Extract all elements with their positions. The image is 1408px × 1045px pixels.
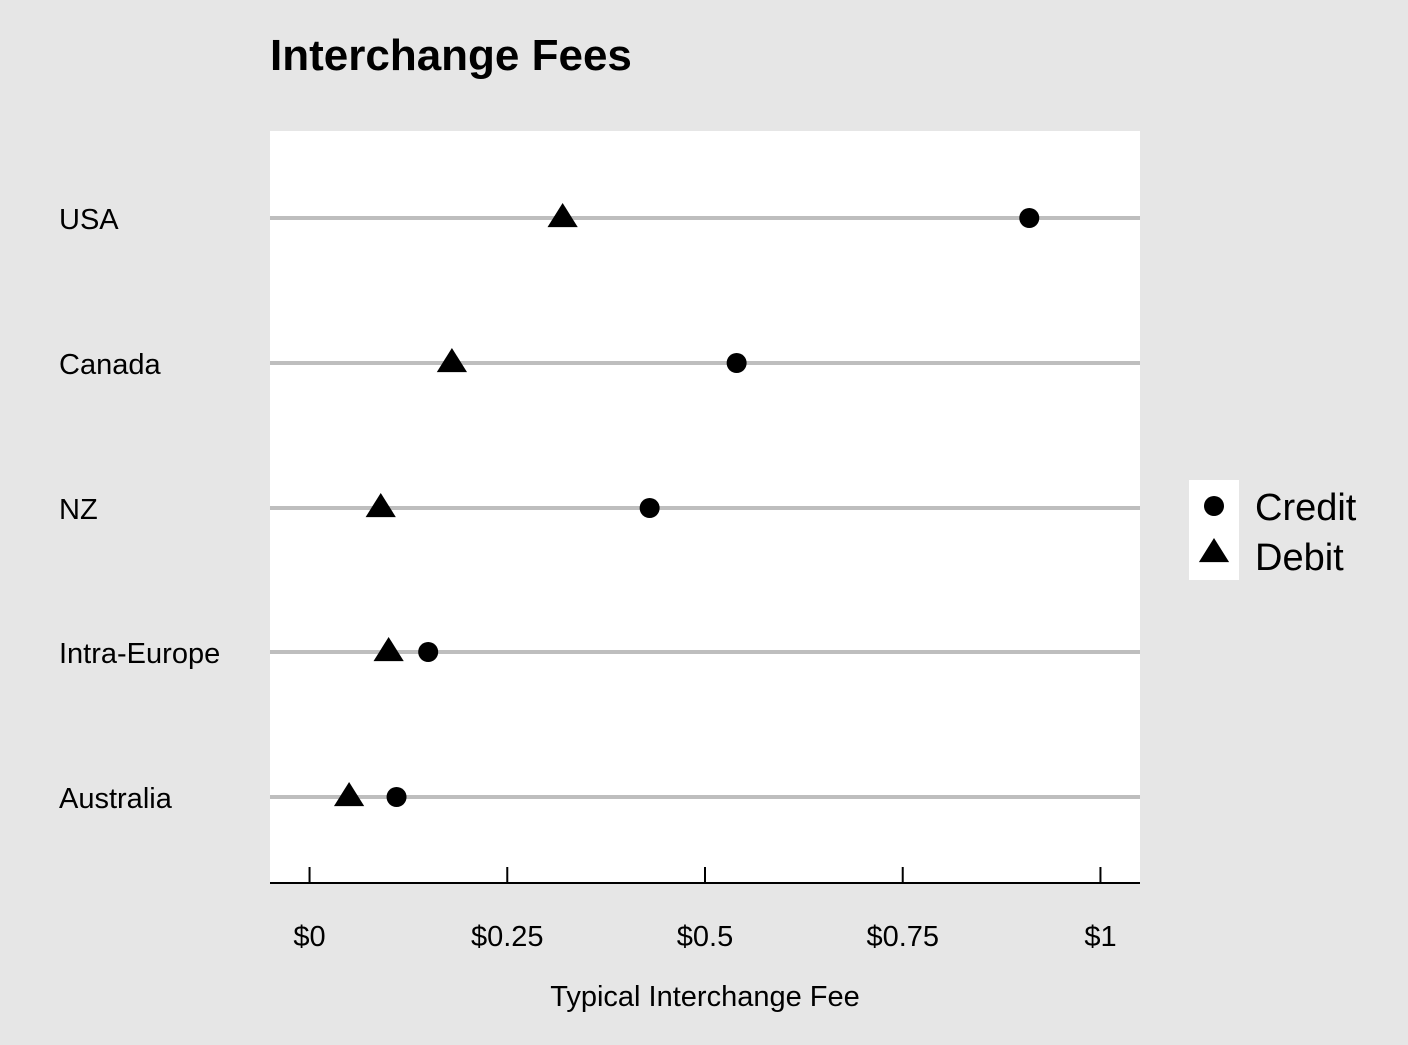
chart-title: Interchange Fees: [270, 31, 632, 80]
x-tick-label: $0: [293, 921, 325, 953]
credit-point: [639, 498, 660, 518]
x-tick-label: $0.5: [677, 921, 733, 953]
x-tick-label: $0.25: [471, 921, 544, 953]
credit-point: [418, 642, 439, 662]
debit-point: [373, 637, 404, 662]
y-axis-labels: USA Canada NZ Intra-Europe Australia: [59, 204, 220, 815]
debit-point: [547, 203, 578, 228]
x-axis-title: Typical Interchange Fee: [550, 981, 860, 1013]
debit-point: [333, 782, 365, 807]
credit-point: [1019, 208, 1040, 228]
debit-point: [365, 493, 396, 518]
legend: Credit Debit: [1189, 480, 1357, 580]
legend-key-box: [1189, 480, 1239, 580]
debit-point: [436, 348, 468, 373]
credit-point: [726, 353, 747, 373]
y-tick-label: Australia: [59, 783, 173, 815]
x-axis-ticks: $0 $0.25 $0.5 $0.75 $1: [293, 867, 1117, 953]
x-tick-label: $1: [1084, 921, 1116, 953]
gridlines: [270, 216, 1140, 799]
y-tick-label: USA: [59, 204, 119, 236]
legend-label: Debit: [1255, 537, 1344, 579]
y-tick-label: Intra-Europe: [59, 638, 220, 670]
y-tick-label: Canada: [59, 349, 161, 381]
legend-label: Credit: [1255, 487, 1357, 529]
credit-point: [386, 787, 407, 807]
y-tick-label: NZ: [59, 494, 98, 526]
data-marks: [333, 203, 1040, 807]
legend-debit-key: [1198, 538, 1230, 563]
legend-credit-key: [1204, 496, 1224, 516]
x-tick-label: $0.75: [866, 921, 939, 953]
